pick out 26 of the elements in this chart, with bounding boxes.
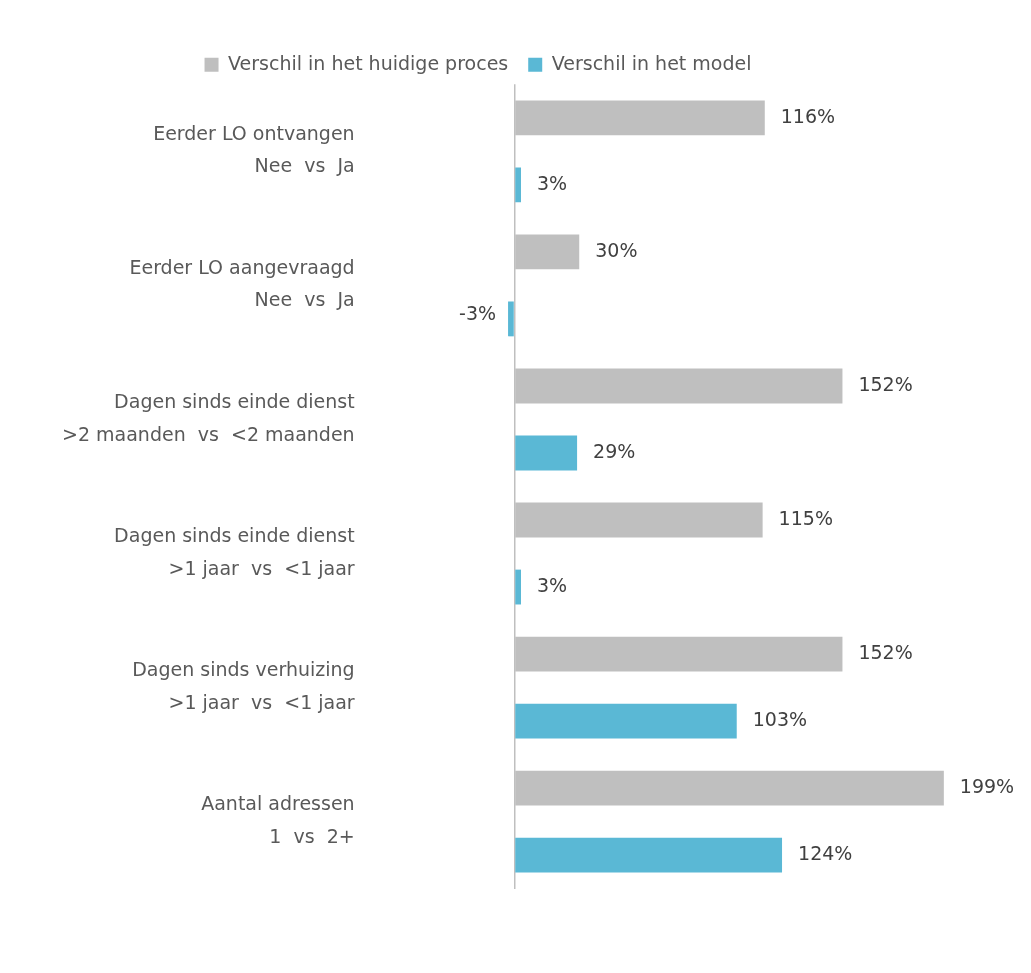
bar	[508, 301, 514, 337]
bar	[515, 569, 521, 605]
legend-label: Verschil in het model	[551, 51, 752, 74]
data-label: 3%	[537, 171, 568, 194]
data-label: 152%	[858, 641, 913, 664]
data-label: 115%	[778, 506, 833, 529]
y-tick-label: Dagen sinds einde dienst >2 maanden vs <2 maanden	[62, 390, 355, 445]
bar	[515, 837, 783, 873]
data-label: 3%	[537, 573, 568, 596]
y-tick-label: Dagen sinds einde dienst >1 jaar vs <1 jaar	[114, 524, 355, 579]
bar	[515, 435, 578, 471]
data-label: 152%	[858, 372, 913, 395]
data-label: 116%	[780, 104, 836, 127]
y-tick-label: Eerder LO aangevraagd Nee vs Ja	[129, 256, 355, 311]
y-tick-label: Aantal adressen 1 vs 2+	[201, 792, 355, 847]
y-tick-label: Dagen sinds verhuizing >1 jaar vs <1 jaar	[132, 658, 355, 713]
data-label: 199%	[959, 775, 1015, 798]
data-label: 103%	[752, 708, 808, 731]
y-tick-label: Eerder LO ontvangen Nee vs Ja	[153, 122, 355, 177]
data-label: 30%	[595, 238, 638, 261]
data-label: 29%	[593, 439, 636, 462]
legend-label: Verschil in het huidige proces	[228, 51, 509, 74]
data-label: 124%	[798, 842, 853, 865]
data-label: -3%	[459, 301, 497, 324]
bar	[515, 703, 737, 739]
bar	[515, 167, 521, 203]
